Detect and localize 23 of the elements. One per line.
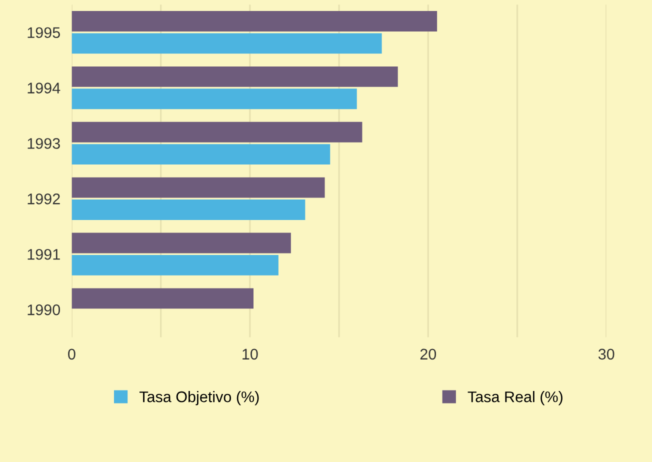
bar bbox=[72, 144, 330, 165]
legend-label: Tasa Objetivo (%) bbox=[139, 391, 259, 406]
y-tick-label: 1993 bbox=[28, 138, 60, 149]
bar bbox=[72, 66, 398, 87]
bar bbox=[72, 288, 254, 309]
x-tick-label: 0 bbox=[68, 348, 76, 360]
bar bbox=[72, 122, 362, 142]
x-tick-label: 20 bbox=[420, 348, 436, 360]
y-tick-label: 1995 bbox=[28, 27, 60, 38]
legend-label: Tasa Real (%) bbox=[468, 391, 562, 406]
bar bbox=[72, 88, 357, 110]
bar bbox=[72, 232, 291, 254]
bar bbox=[72, 177, 325, 198]
bar bbox=[72, 200, 306, 220]
x-tick-label: 10 bbox=[242, 348, 258, 360]
y-tick-label: 1994 bbox=[28, 82, 60, 94]
y-tick-label: 1991 bbox=[28, 248, 60, 260]
bar bbox=[72, 11, 438, 32]
bar bbox=[72, 254, 278, 276]
y-tick-label: 1992 bbox=[28, 194, 60, 204]
y-tick-label: 1990 bbox=[28, 304, 60, 316]
x-tick-label: 30 bbox=[598, 348, 614, 360]
bar bbox=[72, 33, 382, 54]
